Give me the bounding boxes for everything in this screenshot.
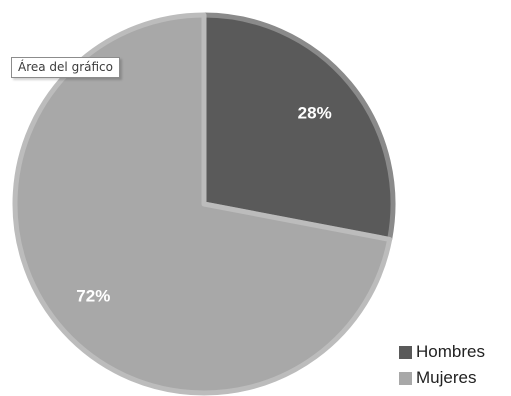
legend-item-mujeres[interactable]: Mujeres: [399, 365, 485, 391]
legend-label-mujeres: Mujeres: [416, 368, 477, 387]
legend-swatch-hombres: [399, 345, 412, 359]
pie-slice-hombres[interactable]: [201, 12, 396, 242]
legend: Hombres Mujeres: [399, 339, 485, 391]
legend-label-hombres: Hombres: [416, 342, 485, 361]
chart-area-tooltip: Área del gráfico: [11, 57, 120, 78]
data-label-mujeres: 72%: [76, 287, 110, 306]
legend-item-hombres[interactable]: Hombres: [399, 339, 485, 365]
data-label-hombres: 28%: [298, 103, 332, 122]
legend-swatch-mujeres: [399, 371, 412, 385]
pie-slice-mujeres[interactable]: [12, 12, 393, 396]
